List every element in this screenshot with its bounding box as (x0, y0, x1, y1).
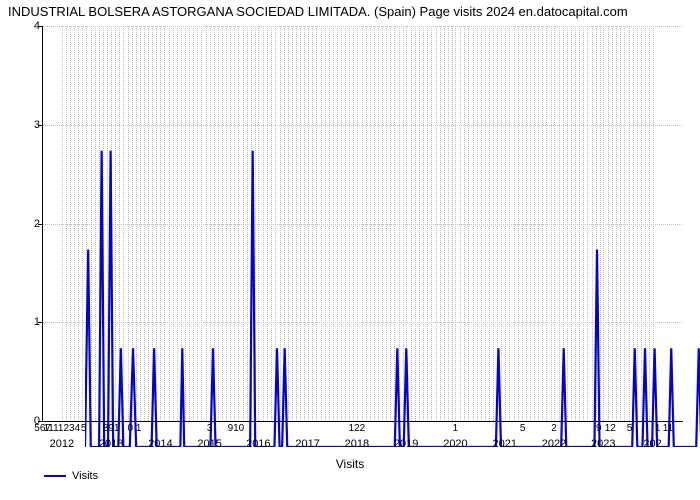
x-year-label: 2018 (345, 438, 369, 450)
x-value-label: 122 (349, 423, 366, 434)
y-tick-mark (38, 322, 42, 323)
chart-container: INDUSTRIAL BOLSERA ASTORGANA SOCIEDAD LI… (0, 0, 700, 500)
x-value-label: 5 (81, 423, 87, 434)
x-value-label: 1 (136, 423, 142, 434)
series-line (85, 151, 700, 447)
legend: Visits (44, 470, 98, 482)
x-year-label: 2022 (542, 438, 566, 450)
x-value-label: 3 (207, 423, 213, 434)
x-year-label: 2012 (50, 438, 74, 450)
x-value-label: 0 (128, 423, 134, 434)
x-value-label: 1 (655, 423, 661, 434)
x-year-label: 2023 (591, 438, 615, 450)
x-value-label: 891 (103, 423, 120, 434)
x-value-label: 5 (520, 423, 526, 434)
x-value-label: 1111234 (43, 423, 80, 434)
x-value-label: 1 (453, 423, 459, 434)
y-tick-mark (38, 26, 42, 27)
x-year-label: 2021 (492, 438, 516, 450)
legend-label: Visits (72, 470, 98, 482)
x-value-label: 2 (551, 423, 557, 434)
y-tick-mark (38, 125, 42, 126)
x-value-label: 910 (228, 423, 245, 434)
x-year-label: 2014 (148, 438, 172, 450)
y-tick-label: 3 (10, 119, 40, 131)
x-value-label: 9 (596, 423, 602, 434)
chart-title: INDUSTRIAL BOLSERA ASTORGANA SOCIEDAD LI… (8, 4, 692, 19)
x-year-label: 2013 (99, 438, 123, 450)
y-tick-label: 1 (10, 316, 40, 328)
y-tick-label: 2 (10, 218, 40, 230)
x-year-label: 2015 (197, 438, 221, 450)
line-layer (85, 52, 700, 447)
y-tick-mark (38, 421, 42, 422)
x-value-label: 11 (663, 423, 673, 434)
x-year-label: 2020 (443, 438, 467, 450)
x-year-label: 202 (643, 438, 661, 450)
x-year-label: 2016 (246, 438, 270, 450)
x-year-label: 2017 (295, 438, 319, 450)
legend-swatch (44, 475, 66, 477)
plot-area (42, 26, 683, 422)
x-year-label: 2019 (394, 438, 418, 450)
x-axis-title: Visits (0, 457, 700, 471)
x-value-label: 12 (605, 423, 616, 434)
y-tick-mark (38, 224, 42, 225)
y-tick-label: 4 (10, 20, 40, 32)
x-value-label: 5 (627, 423, 633, 434)
